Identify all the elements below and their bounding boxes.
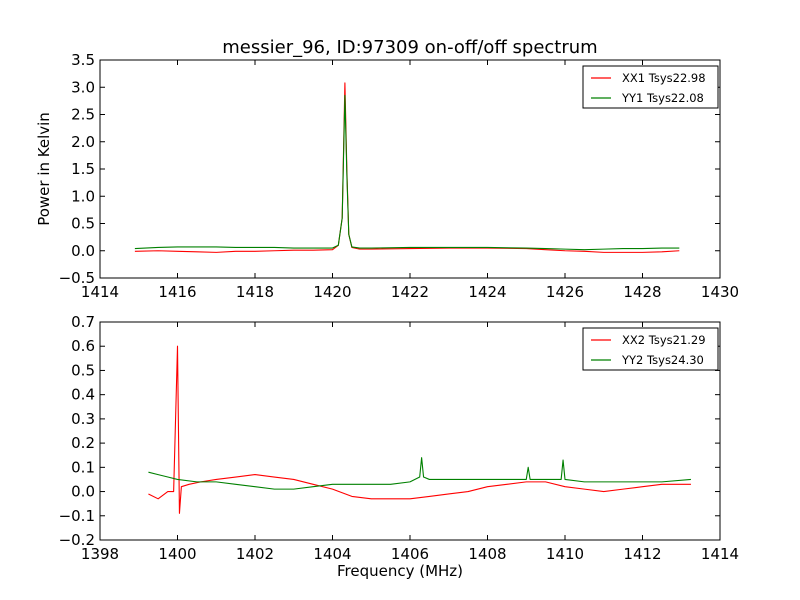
plot-panel-1: 1414 1416 1418 1420 1422 1424 1426 1428 1430 −0.5… (35, 51, 739, 301)
series-line-yy-panel-1 (134, 94, 680, 251)
y-tick-label: 1.0 (71, 187, 95, 205)
series-lines (134, 82, 680, 253)
y-tick-label: 0.6 (71, 337, 95, 355)
y-tick-label: 0.0 (71, 242, 95, 260)
legend-box (582, 327, 719, 371)
y-tick-label: 3.5 (71, 51, 95, 69)
legend-entry: YY1 Tsys22.08 (621, 91, 704, 105)
series-line-yy-panel-2 (148, 457, 691, 490)
chart-title: messier_96, ID:97309 on-off/off spectrum (222, 37, 597, 58)
legend: XX1 Tsys22.98 YY1 Tsys22.08 (582, 65, 719, 109)
y-tick-label: 0.2 (71, 434, 95, 452)
x-tick-label: 1428 (623, 283, 661, 301)
y-tick-label: 0.3 (71, 410, 95, 428)
x-tick-label: 1420 (313, 283, 351, 301)
x-tick-label: 1424 (468, 283, 506, 301)
x-tick-label: 1408 (468, 545, 506, 563)
x-axis-label: Frequency (MHz) (337, 562, 463, 580)
x-tick-label: 1418 (236, 283, 274, 301)
y-tick-label: 0.5 (71, 215, 95, 233)
x-tick-label: 1400 (158, 545, 196, 563)
y-tick-label: −0.1 (59, 507, 95, 525)
x-tick-label: 1398 (81, 545, 119, 563)
y-tick-label: 1.5 (71, 160, 95, 178)
legend-entry: YY2 Tsys24.30 (621, 353, 704, 367)
x-tick-label: 1404 (313, 545, 351, 563)
x-tick-label: 1414 (81, 283, 119, 301)
x-tick-label: 1414 (701, 545, 739, 563)
y-tick-label: 2.0 (71, 133, 95, 151)
x-tick-label: 1426 (546, 283, 584, 301)
y-tick-label: 2.5 (71, 106, 95, 124)
plot-panel-2: 1398 1400 1402 1404 1406 1408 1410 1412 1414 −0.2… (59, 313, 740, 580)
x-tick-label: 1412 (623, 545, 661, 563)
y-tick-label: 0.5 (71, 361, 95, 379)
series-line-xx-panel-2 (148, 345, 691, 514)
x-tick-label: 1402 (236, 545, 274, 563)
x-tick-label: 1422 (391, 283, 429, 301)
y-tick-label: 0.1 (71, 458, 95, 476)
x-tick-label: 1430 (701, 283, 739, 301)
y-tick-label: −0.5 (59, 269, 95, 287)
legend-entry: XX2 Tsys21.29 (622, 333, 706, 347)
y-tick-label: 3.0 (71, 78, 95, 96)
x-tick-label: 1406 (391, 545, 429, 563)
y-tick-label: 0.7 (71, 313, 95, 331)
y-tick-label: −0.2 (59, 531, 95, 549)
legend-box (582, 65, 719, 109)
legend-entry: XX1 Tsys22.98 (622, 71, 706, 85)
y-axis-label: Power in Kelvin (35, 112, 53, 226)
y-tick-label: 0.4 (71, 386, 95, 404)
y-tick-label: 0.0 (71, 483, 95, 501)
x-tick-label: 1416 (158, 283, 196, 301)
plot-panels: 1414 1416 1418 1420 1422 1424 1426 1428 1430 −0.5… (35, 51, 739, 580)
x-tick-label: 1410 (546, 545, 584, 563)
series-lines (148, 345, 691, 514)
legend: XX2 Tsys21.29 YY2 Tsys24.30 (582, 327, 719, 371)
